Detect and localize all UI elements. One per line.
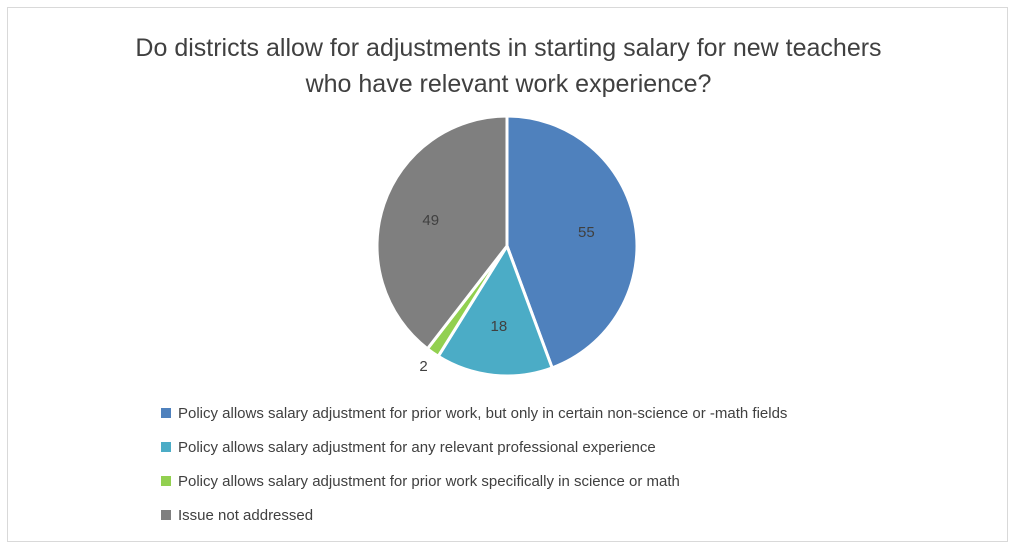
- legend-item: Policy allows salary adjustment for prio…: [161, 464, 787, 498]
- data-label: 49: [422, 212, 439, 229]
- legend-label: Policy allows salary adjustment for any …: [178, 438, 656, 456]
- data-label: 2: [419, 358, 427, 375]
- legend-item: Policy allows salary adjustment for any …: [161, 430, 787, 464]
- chart-title-line-1: Do districts allow for adjustments in st…: [135, 34, 882, 62]
- pie-slice: [505, 114, 639, 370]
- chart-title-line-2: who have relevant work experience?: [305, 70, 712, 98]
- legend-label: Issue not addressed: [178, 506, 314, 524]
- legend: Policy allows salary adjustment for prio…: [161, 396, 787, 532]
- legend-swatch: [161, 510, 171, 520]
- data-label: 55: [578, 224, 595, 241]
- legend-swatch: [161, 442, 171, 452]
- legend-swatch: [161, 476, 171, 486]
- legend-label: Policy allows salary adjustment for prio…: [178, 404, 788, 422]
- legend-swatch: [161, 408, 171, 418]
- data-label: 18: [491, 318, 508, 335]
- pie-slices: [375, 114, 639, 378]
- pie-data-labels: 55 18 2 49: [419, 212, 594, 375]
- legend-item: Issue not addressed: [161, 498, 787, 532]
- chart-title: Do districts allow for adjustments in st…: [8, 30, 1009, 102]
- pie-slice: [375, 114, 509, 351]
- legend-item: Policy allows salary adjustment for prio…: [161, 396, 787, 430]
- pie-slice: [436, 244, 554, 378]
- legend-label: Policy allows salary adjustment for prio…: [178, 472, 680, 490]
